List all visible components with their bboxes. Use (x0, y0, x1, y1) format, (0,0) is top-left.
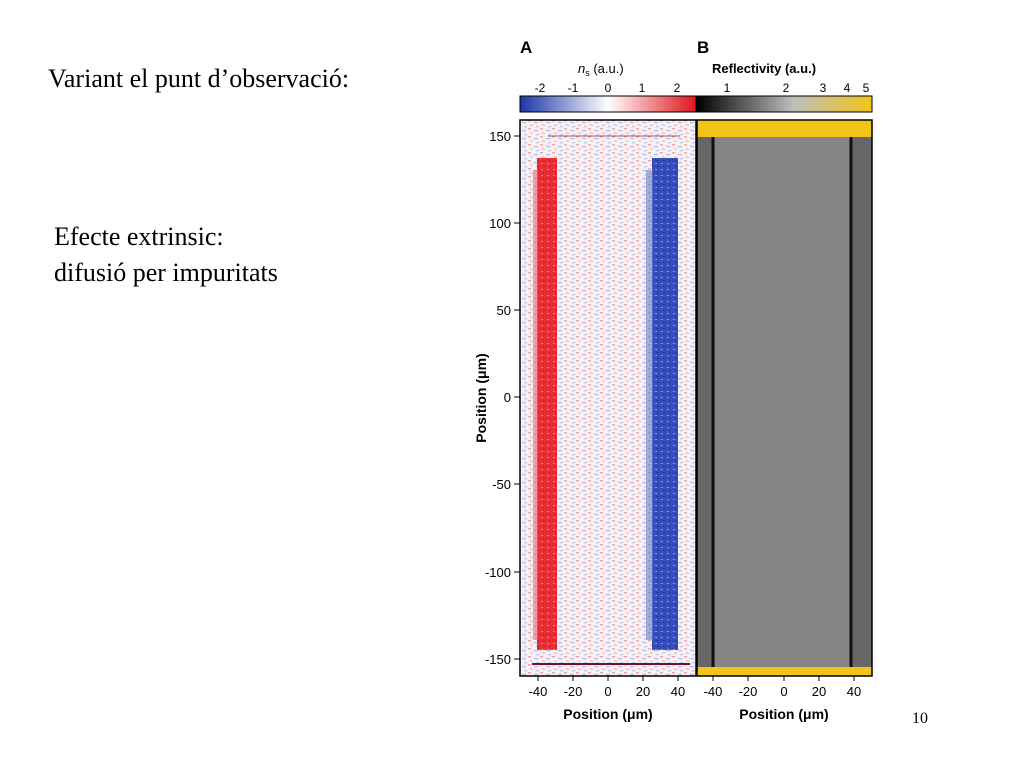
panel-a-letter: A (520, 38, 532, 57)
x-tick-label: -40 (529, 684, 548, 699)
colorbar-a-tick: 2 (674, 81, 681, 95)
panel-b-letter: B (697, 38, 709, 57)
x-axis-b: -40 -20 0 20 40 Position (μm) (704, 676, 861, 722)
x-tick-label: -20 (739, 684, 758, 699)
x-tick-label: 0 (780, 684, 787, 699)
slide-title: Variant el punt d’observació: (48, 64, 350, 93)
colorbar-b-title: Reflectivity (a.u.) (712, 61, 816, 76)
body-text-line-1: Efecte extrinsic: (54, 222, 224, 251)
panel-a-red-stripe-edge (533, 170, 538, 640)
colorbar-a-symbol: n (578, 61, 585, 76)
x-axis-a: -40 -20 0 20 40 Position (μm) (529, 676, 685, 722)
colorbar-b-tick: 3 (820, 81, 827, 95)
x-tick-label: 40 (847, 684, 861, 699)
panel-b-sample-region (712, 137, 852, 667)
colorbar-b-tick: 1 (724, 81, 731, 95)
x-axis-label-b: Position (μm) (739, 706, 828, 722)
panel-a-red-stripe (537, 158, 557, 650)
colorbar-a-tick: -1 (568, 81, 579, 95)
x-tick-label: 0 (604, 684, 611, 699)
y-axis-label: Position (μm) (473, 353, 489, 442)
y-tick-label: -100 (485, 565, 511, 580)
y-tick-label: 50 (497, 303, 511, 318)
panel-a-blue-stripe (652, 158, 678, 650)
x-tick-label: 20 (812, 684, 826, 699)
x-tick-label: -20 (564, 684, 583, 699)
colorbar-b-tick: 5 (863, 81, 870, 95)
colorbar-b-tick: 2 (783, 81, 790, 95)
y-tick-label: -50 (492, 477, 511, 492)
colorbar-a (519, 95, 697, 113)
colorbar-a-title: ns (a.u.) (578, 61, 624, 78)
panel-a-heatmap (519, 119, 697, 677)
panel-a-blue-stripe-edge (646, 170, 653, 640)
colorbar-a-tick: 0 (605, 81, 612, 95)
y-tick-label: 100 (489, 216, 511, 231)
colorbar-a-unit: (a.u.) (590, 61, 624, 76)
y-tick-label: 150 (489, 129, 511, 144)
y-tick-label: 0 (504, 390, 511, 405)
y-tick-label: -150 (485, 652, 511, 667)
colorbar-b-tick: 4 (844, 81, 851, 95)
colorbar-a-subscript: s (585, 68, 590, 78)
body-text-line-2: difusió per impuritats (54, 258, 278, 287)
x-tick-label: 20 (636, 684, 650, 699)
x-tick-label: 40 (671, 684, 685, 699)
x-axis-label-a: Position (μm) (563, 706, 652, 722)
colorbar-a-tick: -2 (535, 81, 546, 95)
panel-b-left-edge (697, 137, 713, 667)
y-axis: 150 100 50 0 -50 -100 -150 Position (μm) (473, 129, 520, 667)
panel-b-right-edge (850, 137, 872, 667)
panel-b-heatmap (696, 119, 873, 677)
x-tick-label: -40 (704, 684, 723, 699)
page-number: 10 (912, 710, 928, 727)
colorbar-b (696, 95, 873, 113)
colorbar-a-tick: 1 (639, 81, 646, 95)
